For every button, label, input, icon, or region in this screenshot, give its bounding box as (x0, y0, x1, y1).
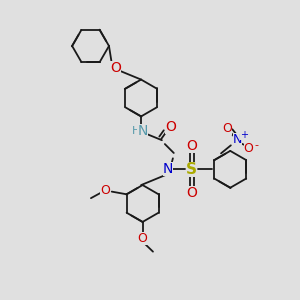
Text: N: N (163, 162, 173, 176)
Text: O: O (222, 122, 232, 135)
Text: -: - (254, 140, 258, 150)
Text: N: N (137, 124, 148, 138)
Text: N: N (233, 133, 242, 146)
Text: S: S (186, 162, 197, 177)
Text: O: O (138, 232, 148, 245)
Text: O: O (110, 61, 121, 75)
Text: O: O (165, 119, 176, 134)
Text: O: O (244, 142, 254, 155)
Text: H: H (131, 126, 140, 136)
Text: +: + (240, 130, 248, 140)
Text: O: O (100, 184, 110, 197)
Text: O: O (186, 186, 197, 200)
Text: O: O (186, 139, 197, 152)
